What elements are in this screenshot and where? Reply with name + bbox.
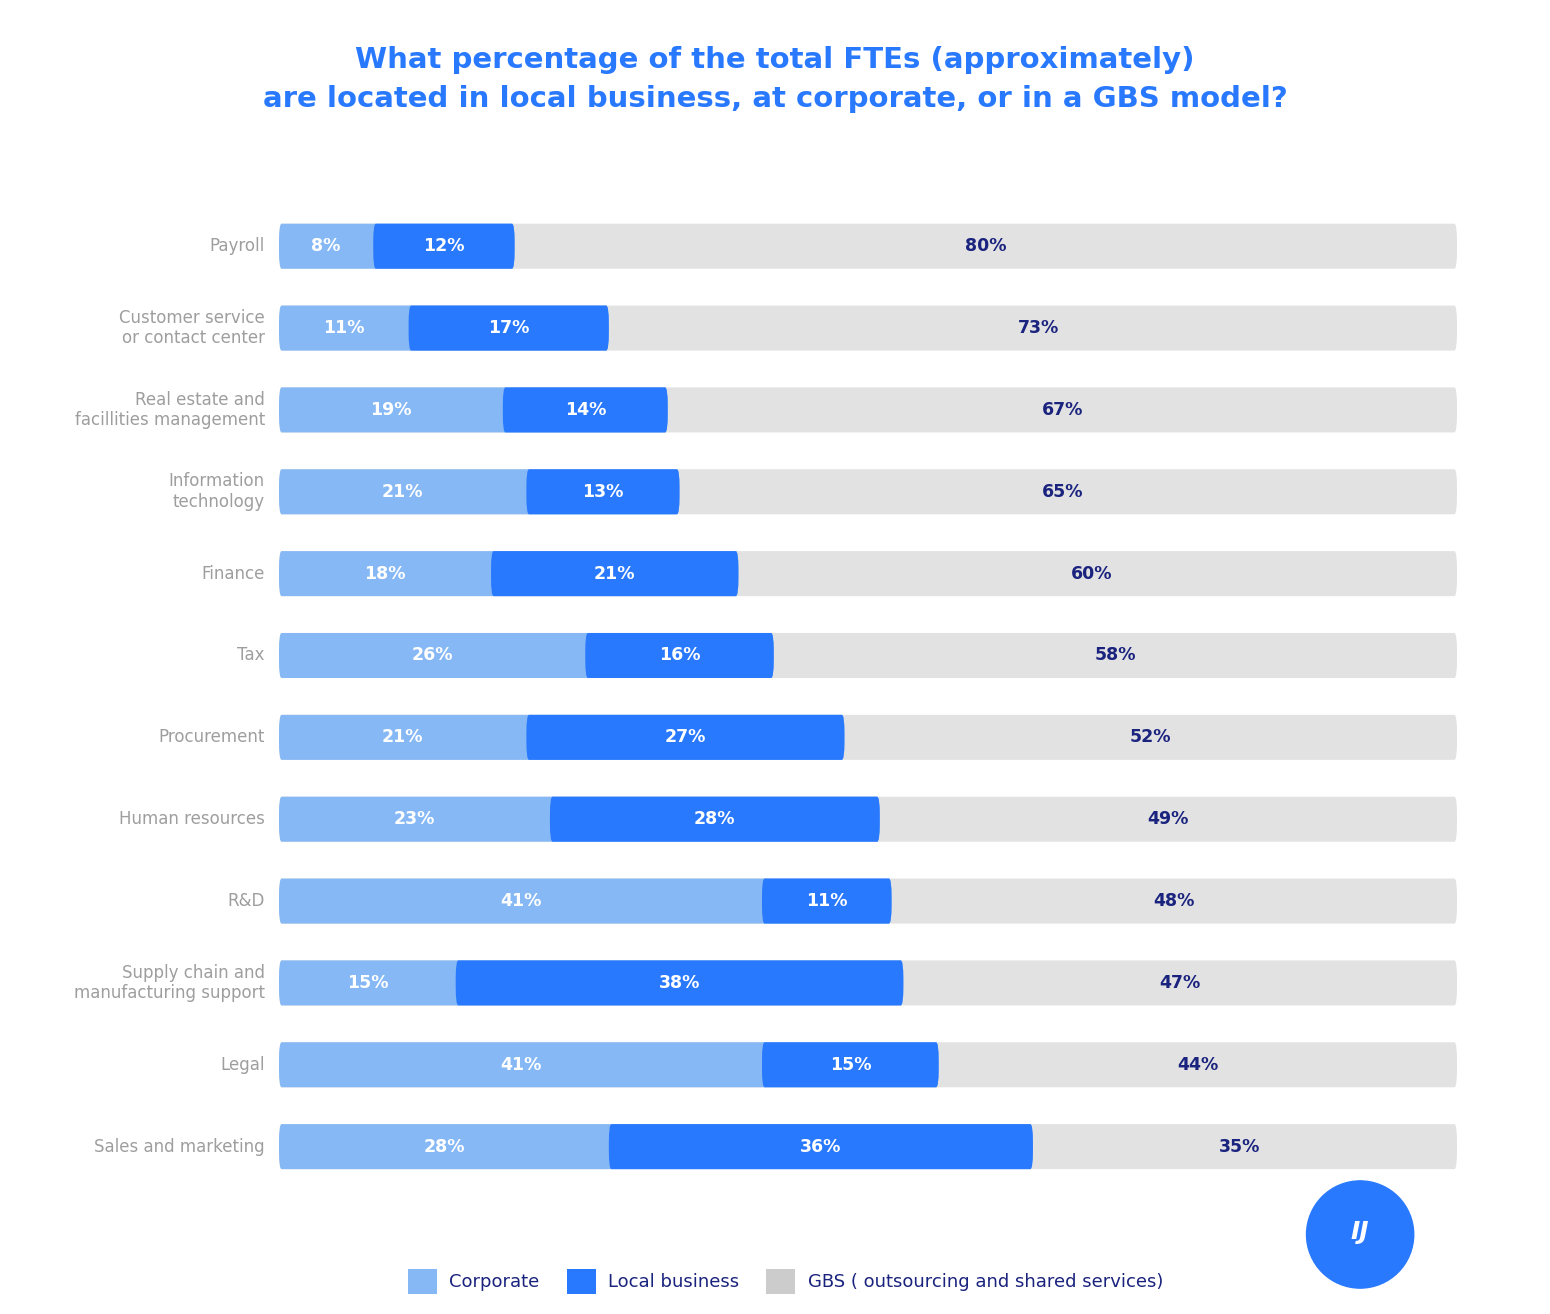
FancyBboxPatch shape <box>279 796 1457 842</box>
Text: are located in local business, at corporate, or in a GBS model?: are located in local business, at corpor… <box>262 85 1288 113</box>
Text: 49%: 49% <box>1147 811 1189 828</box>
FancyBboxPatch shape <box>279 633 1457 678</box>
FancyBboxPatch shape <box>279 879 891 924</box>
FancyBboxPatch shape <box>279 551 1457 597</box>
Text: 67%: 67% <box>1042 401 1083 419</box>
Text: 36%: 36% <box>800 1138 842 1155</box>
FancyBboxPatch shape <box>279 551 738 597</box>
FancyBboxPatch shape <box>279 1042 1457 1087</box>
Text: Tax: Tax <box>237 646 265 665</box>
Text: Supply chain and
manufacturing support: Supply chain and manufacturing support <box>74 963 265 1003</box>
Text: 11%: 11% <box>322 319 364 338</box>
Text: 12%: 12% <box>423 238 465 255</box>
FancyBboxPatch shape <box>279 306 1457 351</box>
Text: IJ: IJ <box>1352 1221 1369 1244</box>
Text: 44%: 44% <box>1176 1055 1218 1074</box>
FancyBboxPatch shape <box>456 961 904 1005</box>
FancyBboxPatch shape <box>279 223 1457 269</box>
Text: 80%: 80% <box>966 238 1006 255</box>
Text: 35%: 35% <box>1218 1138 1260 1155</box>
Text: 8%: 8% <box>312 238 341 255</box>
FancyBboxPatch shape <box>279 1123 1457 1169</box>
FancyBboxPatch shape <box>502 388 668 432</box>
Text: 52%: 52% <box>1130 728 1172 746</box>
Text: 38%: 38% <box>659 974 701 992</box>
Text: 18%: 18% <box>364 565 406 582</box>
Text: 17%: 17% <box>488 319 530 338</box>
FancyBboxPatch shape <box>279 961 904 1005</box>
Text: 16%: 16% <box>659 646 701 665</box>
Legend: Corporate, Local business, GBS ( outsourcing and shared services): Corporate, Local business, GBS ( outsour… <box>400 1261 1170 1302</box>
Text: Legal: Legal <box>220 1055 265 1074</box>
Text: 60%: 60% <box>1071 565 1113 582</box>
FancyBboxPatch shape <box>279 388 668 432</box>
Text: 21%: 21% <box>381 482 423 501</box>
Text: 73%: 73% <box>1018 319 1060 338</box>
Text: 19%: 19% <box>370 401 412 419</box>
FancyBboxPatch shape <box>279 715 1457 759</box>
FancyBboxPatch shape <box>279 1042 939 1087</box>
Text: Real estate and
facillities management: Real estate and facillities management <box>74 390 265 430</box>
FancyBboxPatch shape <box>763 879 891 924</box>
Text: 41%: 41% <box>499 1055 541 1074</box>
Text: 65%: 65% <box>1042 482 1083 501</box>
Text: 15%: 15% <box>347 974 388 992</box>
FancyBboxPatch shape <box>279 715 845 759</box>
Text: Procurement: Procurement <box>158 728 265 746</box>
Text: Human resources: Human resources <box>119 811 265 828</box>
Text: 58%: 58% <box>1094 646 1136 665</box>
Text: Information
technology: Information technology <box>169 472 265 511</box>
FancyBboxPatch shape <box>586 633 773 678</box>
FancyBboxPatch shape <box>279 388 1457 432</box>
FancyBboxPatch shape <box>527 715 845 759</box>
FancyBboxPatch shape <box>279 469 1457 514</box>
FancyBboxPatch shape <box>279 961 1457 1005</box>
Circle shape <box>1307 1181 1414 1288</box>
Text: Payroll: Payroll <box>209 238 265 255</box>
FancyBboxPatch shape <box>527 469 679 514</box>
Text: R&D: R&D <box>228 892 265 911</box>
Text: 11%: 11% <box>806 892 848 911</box>
Text: 13%: 13% <box>583 482 623 501</box>
Text: 21%: 21% <box>381 728 423 746</box>
FancyBboxPatch shape <box>279 879 1457 924</box>
FancyBboxPatch shape <box>279 796 880 842</box>
FancyBboxPatch shape <box>609 1123 1032 1169</box>
Text: 23%: 23% <box>394 811 436 828</box>
FancyBboxPatch shape <box>550 796 880 842</box>
Text: 28%: 28% <box>694 811 736 828</box>
FancyBboxPatch shape <box>374 223 515 269</box>
Text: 15%: 15% <box>829 1055 871 1074</box>
FancyBboxPatch shape <box>491 551 738 597</box>
Text: Finance: Finance <box>202 565 265 582</box>
Text: 28%: 28% <box>423 1138 465 1155</box>
Text: Customer service
or contact center: Customer service or contact center <box>119 309 265 347</box>
FancyBboxPatch shape <box>279 306 609 351</box>
Text: 14%: 14% <box>564 401 606 419</box>
FancyBboxPatch shape <box>279 1123 1032 1169</box>
FancyBboxPatch shape <box>279 469 679 514</box>
Text: What percentage of the total FTEs (approximately): What percentage of the total FTEs (appro… <box>355 46 1195 74</box>
Text: 27%: 27% <box>665 728 707 746</box>
FancyBboxPatch shape <box>409 306 609 351</box>
FancyBboxPatch shape <box>763 1042 939 1087</box>
Text: 48%: 48% <box>1153 892 1195 911</box>
Text: 21%: 21% <box>594 565 635 582</box>
Text: 26%: 26% <box>411 646 453 665</box>
Text: Sales and marketing: Sales and marketing <box>95 1138 265 1155</box>
FancyBboxPatch shape <box>279 223 515 269</box>
Text: 41%: 41% <box>499 892 541 911</box>
Text: 47%: 47% <box>1159 974 1201 992</box>
FancyBboxPatch shape <box>279 633 773 678</box>
